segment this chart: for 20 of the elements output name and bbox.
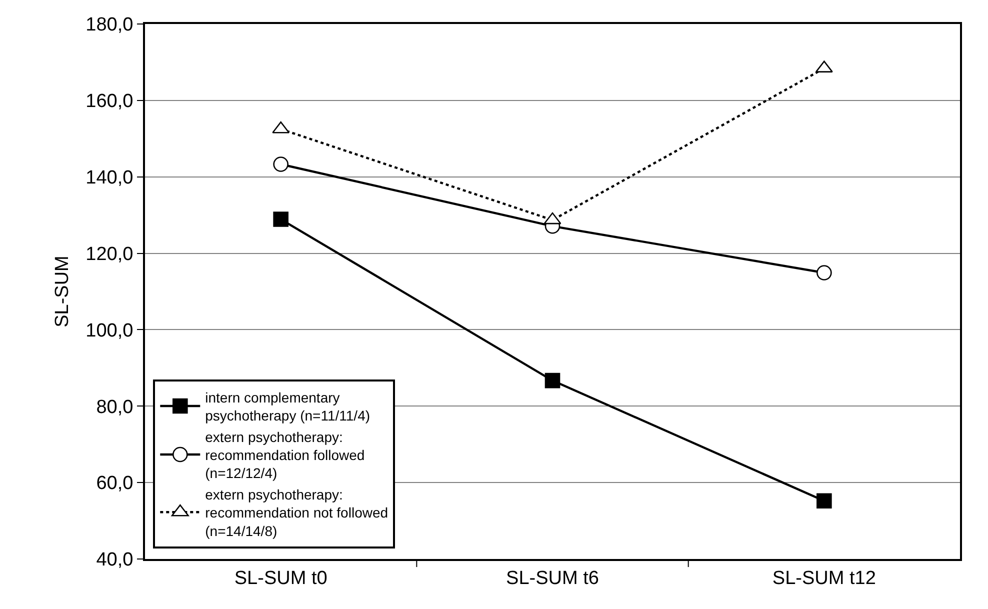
point xyxy=(544,372,560,388)
legend-label: extern psychotherapy: recommendation not followed (n=14/14/8) xyxy=(205,486,388,539)
legend-label: intern complementary psychotherapy (n=11/11/4) xyxy=(205,389,370,424)
point xyxy=(273,156,288,172)
x-tick-label: SL-SUM t12 xyxy=(772,568,876,589)
y-tick-label: 80,0 xyxy=(96,396,134,418)
y-tick-label: 60,0 xyxy=(96,473,134,494)
y-tick-label: 160,0 xyxy=(86,91,134,112)
y-tick-label: 120,0 xyxy=(86,244,134,265)
legend-label: extern psychotherapy: recommendation followed (n=12/12/4) xyxy=(205,428,365,482)
x-tick-label: SL-SUM t0 xyxy=(234,568,328,589)
y-tick-label: 40,0 xyxy=(96,550,134,571)
y-axis-title: SL-SUM xyxy=(52,256,74,328)
y-tick-label: 140,0 xyxy=(86,168,134,189)
point xyxy=(273,212,288,227)
x-tick-label: SL-SUM t6 xyxy=(506,568,599,589)
point xyxy=(816,265,832,280)
point xyxy=(816,493,832,509)
y-tick-label: 100,0 xyxy=(86,320,134,342)
y-tick-label: 180,0 xyxy=(86,14,134,36)
